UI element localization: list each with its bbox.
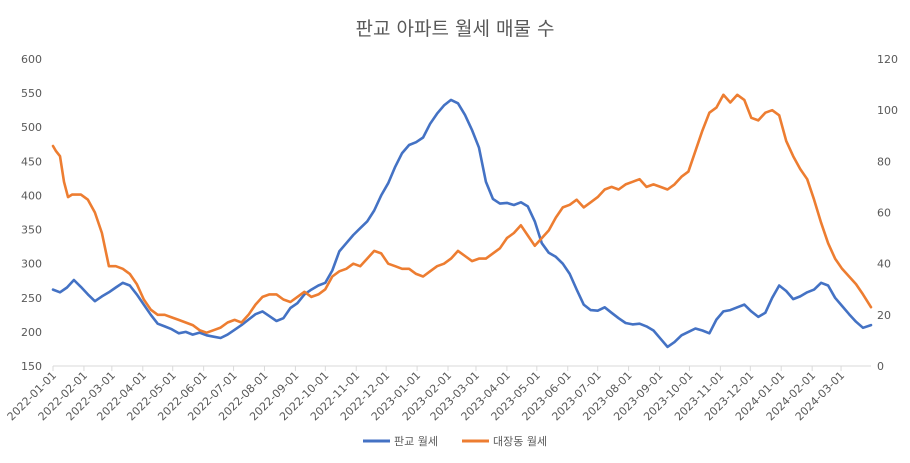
y-axis-left: 150 200 250 300 350 400 450 500 550 600 — [21, 53, 42, 373]
series-line-panggyo — [51, 98, 873, 349]
y-right-tick-label: 40 — [877, 258, 891, 271]
y-left-tick-label: 200 — [21, 326, 42, 339]
y-left-tick-label: 150 — [21, 360, 42, 373]
y-right-tick-label: 120 — [877, 53, 898, 66]
y-right-tick-label: 0 — [877, 360, 884, 373]
y-left-tick-label: 600 — [21, 53, 42, 66]
y-left-tick-label: 550 — [21, 87, 42, 100]
legend-label-panggyo: 판교 월세 — [394, 435, 438, 448]
y-right-tick-label: 100 — [877, 104, 898, 117]
y-left-tick-label: 250 — [21, 292, 42, 305]
series-layer — [51, 93, 873, 349]
chart-title: 판교 아파트 월세 매물 수 — [356, 18, 555, 40]
x-axis: 2022-01-012022-02-012022-03-012022-04-01… — [5, 365, 871, 423]
y-right-tick-label: 80 — [877, 155, 891, 168]
legend: 판교 월세 대장동 월세 — [363, 435, 547, 448]
y-left-tick-label: 350 — [21, 224, 42, 237]
legend-label-daejang: 대장동 월세 — [493, 435, 547, 448]
y-right-tick-label: 20 — [877, 309, 891, 322]
y-left-tick-label: 400 — [21, 189, 42, 202]
y-left-tick-label: 300 — [21, 258, 42, 271]
y-right-tick-label: 60 — [877, 207, 891, 220]
y-left-tick-label: 500 — [21, 121, 42, 134]
y-left-tick-label: 450 — [21, 155, 42, 168]
series-line-daejang — [51, 93, 873, 334]
y-axis-right: 0 20 40 60 80 100 120 — [877, 53, 898, 373]
